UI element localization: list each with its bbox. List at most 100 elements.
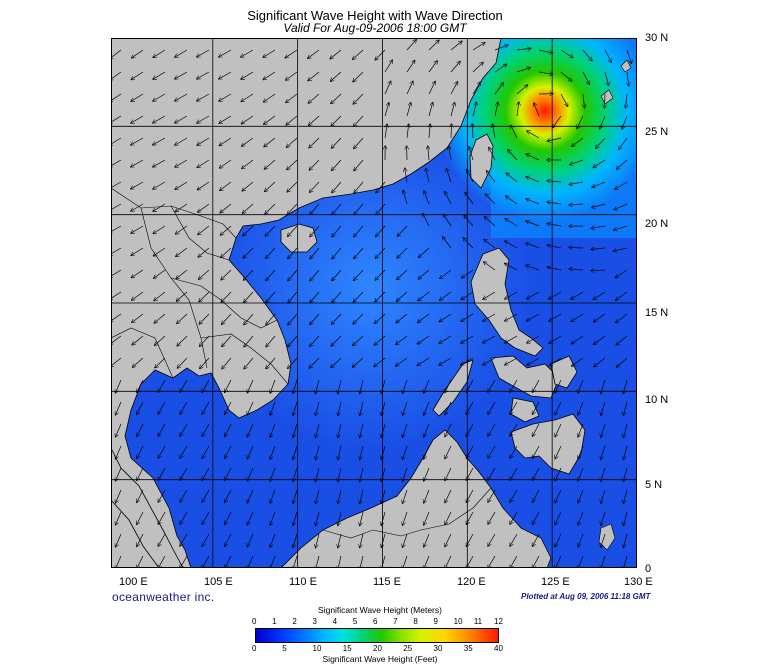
wave-arrow [220, 159, 232, 168]
wave-arrow [424, 401, 430, 415]
wave-arrow [316, 379, 320, 394]
wave-arrow [177, 335, 188, 346]
wave-arrow [578, 379, 584, 393]
wave-arrow [511, 125, 518, 139]
wave-arrow [578, 489, 584, 503]
wave-arrow [241, 93, 254, 102]
wave-arrow [197, 137, 210, 145]
wave-arrow [601, 467, 606, 481]
wave-arrow [309, 115, 320, 125]
wave-arrow [338, 379, 342, 394]
wave-arrow [488, 445, 496, 458]
wave-arrow [111, 225, 122, 233]
wave-arrow [569, 247, 584, 248]
wave-arrow [461, 335, 474, 343]
wave-arrow [338, 533, 342, 548]
wave-arrow [461, 313, 474, 321]
wave-arrow [222, 335, 232, 347]
wave-arrow [360, 489, 364, 504]
wave-arrow [197, 71, 210, 79]
wave-arrow [439, 313, 452, 322]
wave-arrow [264, 159, 276, 169]
wave-arrow [616, 335, 628, 345]
wave-arrow [285, 49, 298, 58]
colorbar-meter-tick: 7 [393, 617, 398, 626]
wave-arrow [615, 181, 628, 189]
wave-arrow [137, 489, 144, 503]
wave-arrow [375, 291, 386, 302]
lat-label-25n: 25 N [645, 126, 669, 138]
wave-arrow [353, 93, 364, 104]
wave-arrow [153, 203, 166, 211]
wave-arrow [309, 357, 320, 368]
hainan-island [280, 223, 318, 253]
wave-arrow [578, 555, 584, 568]
wave-arrow [397, 291, 408, 301]
wave-arrow [175, 159, 188, 167]
wave-arrow [116, 533, 122, 547]
wave-arrow [155, 335, 166, 345]
wave-arrow [494, 102, 498, 117]
colorbar-meter-tick: 9 [433, 617, 438, 626]
visayas-islands [490, 355, 560, 399]
wave-arrow [153, 93, 166, 101]
wave-arrow [116, 379, 122, 393]
wave-arrow [485, 217, 496, 227]
wave-arrow [316, 467, 320, 482]
wave-arrow [517, 102, 519, 117]
wave-arrow [354, 137, 364, 149]
wave-arrow [601, 401, 606, 415]
wave-arrow [467, 170, 474, 183]
wave-arrow [418, 269, 430, 279]
wave-arrow [526, 177, 540, 183]
wave-arrow [309, 159, 320, 170]
wave-arrow [374, 357, 386, 367]
wave-arrow [288, 269, 298, 281]
wave-arrow [132, 291, 144, 300]
wave-arrow [397, 269, 408, 280]
wave-arrow [288, 247, 298, 259]
wave-arrow [614, 203, 628, 210]
wave-arrow [270, 511, 276, 525]
wave-arrow [202, 533, 210, 546]
wave-arrow [510, 401, 518, 414]
wave-arrow [418, 313, 430, 322]
wave-arrow [376, 181, 386, 193]
wave-arrow [428, 82, 435, 95]
wave-arrow [131, 71, 144, 80]
wave-arrow [158, 423, 166, 436]
wave-arrow [623, 445, 628, 460]
wave-arrow [375, 49, 386, 60]
wave-arrow [488, 423, 496, 436]
wave-arrow [353, 313, 364, 324]
wave-arrow [505, 313, 518, 321]
wave-arrow [199, 291, 210, 302]
wave-arrow [428, 61, 437, 73]
wave-arrow [180, 401, 188, 414]
wave-arrow [424, 445, 430, 459]
wave-arrow [331, 335, 342, 346]
wave-arrow [241, 49, 254, 57]
wave-arrow [445, 423, 452, 437]
wave-arrow [286, 93, 298, 103]
wave-arrow [547, 202, 562, 204]
wave-arrow [555, 379, 562, 393]
wave-arrow [309, 137, 320, 148]
wave-arrow [316, 489, 320, 504]
wave-arrow [472, 102, 476, 117]
wave-arrow [202, 423, 210, 436]
wave-arrow [247, 511, 254, 525]
wave-arrow [244, 313, 254, 325]
wave-arrow [591, 248, 606, 249]
wave-arrow [158, 489, 166, 502]
wave-arrow [396, 357, 408, 366]
wave-arrow [484, 239, 496, 249]
wave-arrow [488, 379, 496, 392]
colorbar-feet-tick: 0 [252, 644, 257, 653]
wave-arrow [527, 313, 540, 321]
wave-arrow [469, 147, 474, 161]
wave-arrow [316, 533, 320, 548]
wave-arrow [593, 159, 606, 168]
wave-arrow [354, 225, 364, 237]
colorbar-title-feet: Significant Wave Height (Feet) [322, 654, 438, 664]
